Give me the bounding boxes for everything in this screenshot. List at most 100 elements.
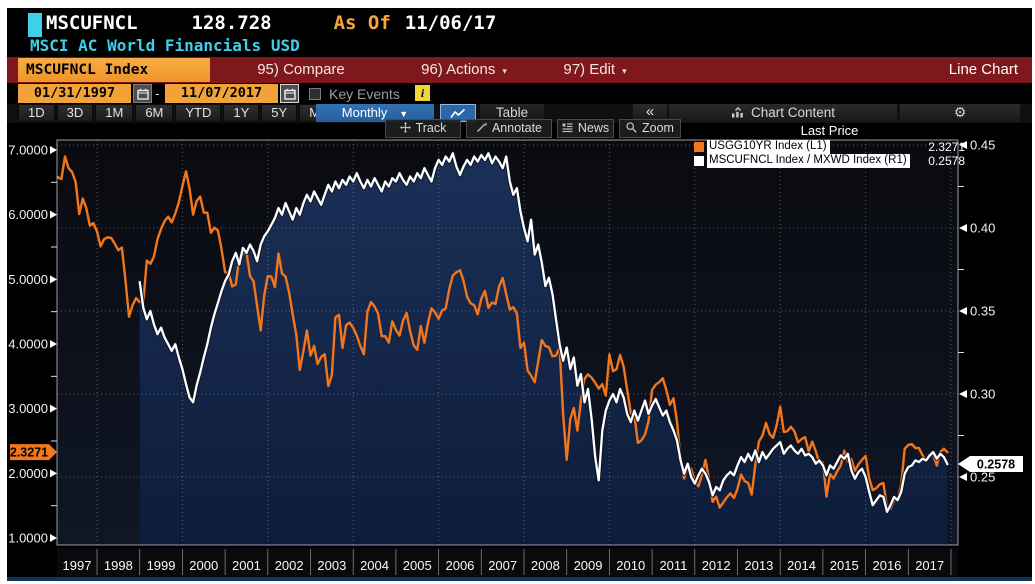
menubar: MSCUFNCL Index 95) Compare 96) Actions ▾ 97… (7, 57, 1032, 83)
info-icon[interactable]: i (415, 85, 430, 101)
period-row: 1D3D1M6MYTD1Y5YMax Monthly▼ Table « Char… (7, 104, 1032, 123)
ratio-area-fill (139, 153, 948, 546)
toolbar-button-label: News (577, 121, 610, 135)
end-date-input[interactable]: 11/07/2017 (165, 84, 278, 103)
legend-series-label[interactable]: USGG10YR Index (L1) (707, 140, 830, 154)
chart-toolbar: Track Annotate News Zoom (7, 119, 1032, 139)
chart-type-label: Line Chart (948, 61, 1018, 78)
year-label: 2008 (531, 558, 560, 573)
key-events-checkbox[interactable] (309, 88, 321, 100)
right-axis: 0.45 0.40 0.35 0.30 0.25 (958, 138, 995, 485)
toolbar-button-label: Track (415, 121, 447, 135)
news-lines-icon (562, 121, 578, 135)
axis-tick-arrow-icon (50, 210, 57, 219)
calendar-icon (283, 88, 296, 100)
axis-tick-arrow-icon (50, 275, 57, 284)
titlebar: MSCUFNCL 128.728 As Of 11/06/17 MSCI AC Wor… (7, 8, 1032, 57)
range-button-1m[interactable]: 1M (95, 104, 134, 122)
year-label: 1997 (63, 558, 92, 573)
left-axis-label: 5.0000 (8, 272, 48, 287)
series-swatch-icon (694, 156, 704, 166)
as-of-label: As Of (333, 12, 391, 34)
left-axis-label: 1.0000 (8, 531, 48, 546)
range-buttons: 1D3D1M6MYTD1Y5YMax (18, 104, 344, 122)
left-axis-label: 4.0000 (8, 337, 48, 352)
range-button-6m[interactable]: 6M (135, 104, 174, 122)
right-axis-label: 0.45 (970, 138, 995, 153)
svg-text:0.2578: 0.2578 (977, 458, 1015, 472)
collapse-panel-button[interactable]: « (633, 104, 667, 122)
axis-tick-arrow-icon (959, 473, 967, 481)
menu-item-compare[interactable]: 95) Compare (257, 61, 345, 78)
usgg10yr-line (56, 155, 949, 511)
range-button-5y[interactable]: 5Y (261, 104, 298, 122)
left-axis-label: 6.0000 (8, 207, 48, 222)
legend-row-1: MSCUFNCL Index / MXWD Index (R1) 0.2578 (694, 154, 965, 168)
legend-row-0: USGG10YR Index (L1) 2.3271 (694, 140, 965, 154)
security-ticker: MSCUFNCL (46, 12, 138, 34)
menu-item-actions[interactable]: 96) Actions ▾ (421, 61, 507, 78)
gear-icon: ⚙ (953, 105, 967, 121)
start-date-calendar-button[interactable] (133, 84, 152, 103)
line-chart-icon (450, 108, 466, 118)
year-label: 2010 (616, 558, 645, 573)
range-button-3d[interactable]: 3D (56, 104, 94, 122)
chart-settings-button[interactable]: ⚙ (900, 104, 1020, 122)
security-tab[interactable]: MSCUFNCL Index (18, 58, 210, 82)
frequency-dropdown[interactable]: Monthly ▼ (316, 104, 434, 122)
axis-tick-arrow-icon (959, 390, 967, 398)
security-description: MSCI AC World Financials USD (30, 36, 300, 55)
right-last-price-badge: 0.2578 (958, 456, 1023, 473)
track-crosshair-icon (399, 121, 416, 135)
range-button-1y[interactable]: 1Y (223, 104, 260, 122)
year-label: 2006 (445, 558, 474, 573)
svg-text:2.3271: 2.3271 (10, 446, 48, 460)
left-axis-label: 2.0000 (8, 466, 48, 481)
start-date-input[interactable]: 01/31/1997 (18, 84, 131, 103)
year-label: 2005 (403, 558, 432, 573)
annotate-button[interactable]: Annotate (466, 119, 552, 138)
year-label: 2003 (317, 558, 346, 573)
end-date-calendar-button[interactable] (280, 84, 299, 103)
menu-item-edit[interactable]: 97) Edit ▾ (563, 61, 627, 78)
key-events-label: Key Events (329, 86, 400, 102)
legend-rows: USGG10YR Index (L1) 2.3271 MSCUFNCL Index … (694, 140, 965, 168)
range-button-1d[interactable]: 1D (18, 104, 55, 122)
range-button-ytd[interactable]: YTD (175, 104, 222, 122)
table-button[interactable]: Table (480, 104, 544, 122)
bloomberg-terminal-window: 7.0000 6.0000 5.0000 4.0000 3.0000 2.0000 1.00… (7, 8, 1032, 581)
axis-tick-arrow-icon (50, 469, 57, 478)
chart-canvas[interactable]: 7.0000 6.0000 5.0000 4.0000 3.0000 2.0000 1.00… (7, 8, 1032, 581)
left-axis-label: 7.0000 (8, 143, 48, 158)
toolbar-button-label: Zoom (642, 121, 674, 135)
chart-content-button[interactable]: Chart Content (669, 104, 897, 122)
year-label: 2012 (702, 558, 731, 573)
chevron-down-icon: ▾ (622, 66, 627, 76)
year-label: 2009 (574, 558, 603, 573)
left-axis: 7.0000 6.0000 5.0000 4.0000 3.0000 2.0000 1.00… (8, 143, 57, 546)
left-last-price-badge: 2.3271 (10, 444, 57, 461)
right-axis-label: 0.35 (970, 304, 995, 319)
year-label: 2001 (232, 558, 261, 573)
security-last-value: 128.728 (191, 12, 272, 34)
chart-region[interactable]: 7.0000 6.0000 5.0000 4.0000 3.0000 2.0000 1.00… (7, 8, 1032, 581)
axis-tick-arrow-icon (50, 404, 57, 413)
year-label: 2000 (189, 558, 218, 573)
chart-content-icon (731, 106, 743, 118)
legend-series-value: 0.2578 (928, 154, 965, 168)
legend-title: Last Price (800, 123, 859, 138)
year-label: 1998 (104, 558, 133, 573)
zoom-button[interactable]: Zoom (619, 119, 681, 138)
year-label: 2017 (915, 558, 944, 573)
axis-tick-arrow-icon (959, 307, 967, 315)
plot-frame (56, 139, 959, 546)
chevron-down-icon: ▼ (399, 109, 409, 119)
toolbar-button-label: Annotate (491, 121, 543, 135)
calendar-icon (136, 88, 149, 100)
chevron-down-icon: ▾ (502, 66, 507, 76)
track-button[interactable]: Track (385, 119, 461, 138)
x-axis-year-band: 1997 1998 1999 2000 2001 2002 2003 2004 2005 2006… (57, 548, 958, 577)
news-button[interactable]: News (557, 119, 614, 138)
legend-series-label[interactable]: MSCUFNCL Index / MXWD Index (R1) (707, 154, 910, 168)
year-label: 2002 (275, 558, 304, 573)
